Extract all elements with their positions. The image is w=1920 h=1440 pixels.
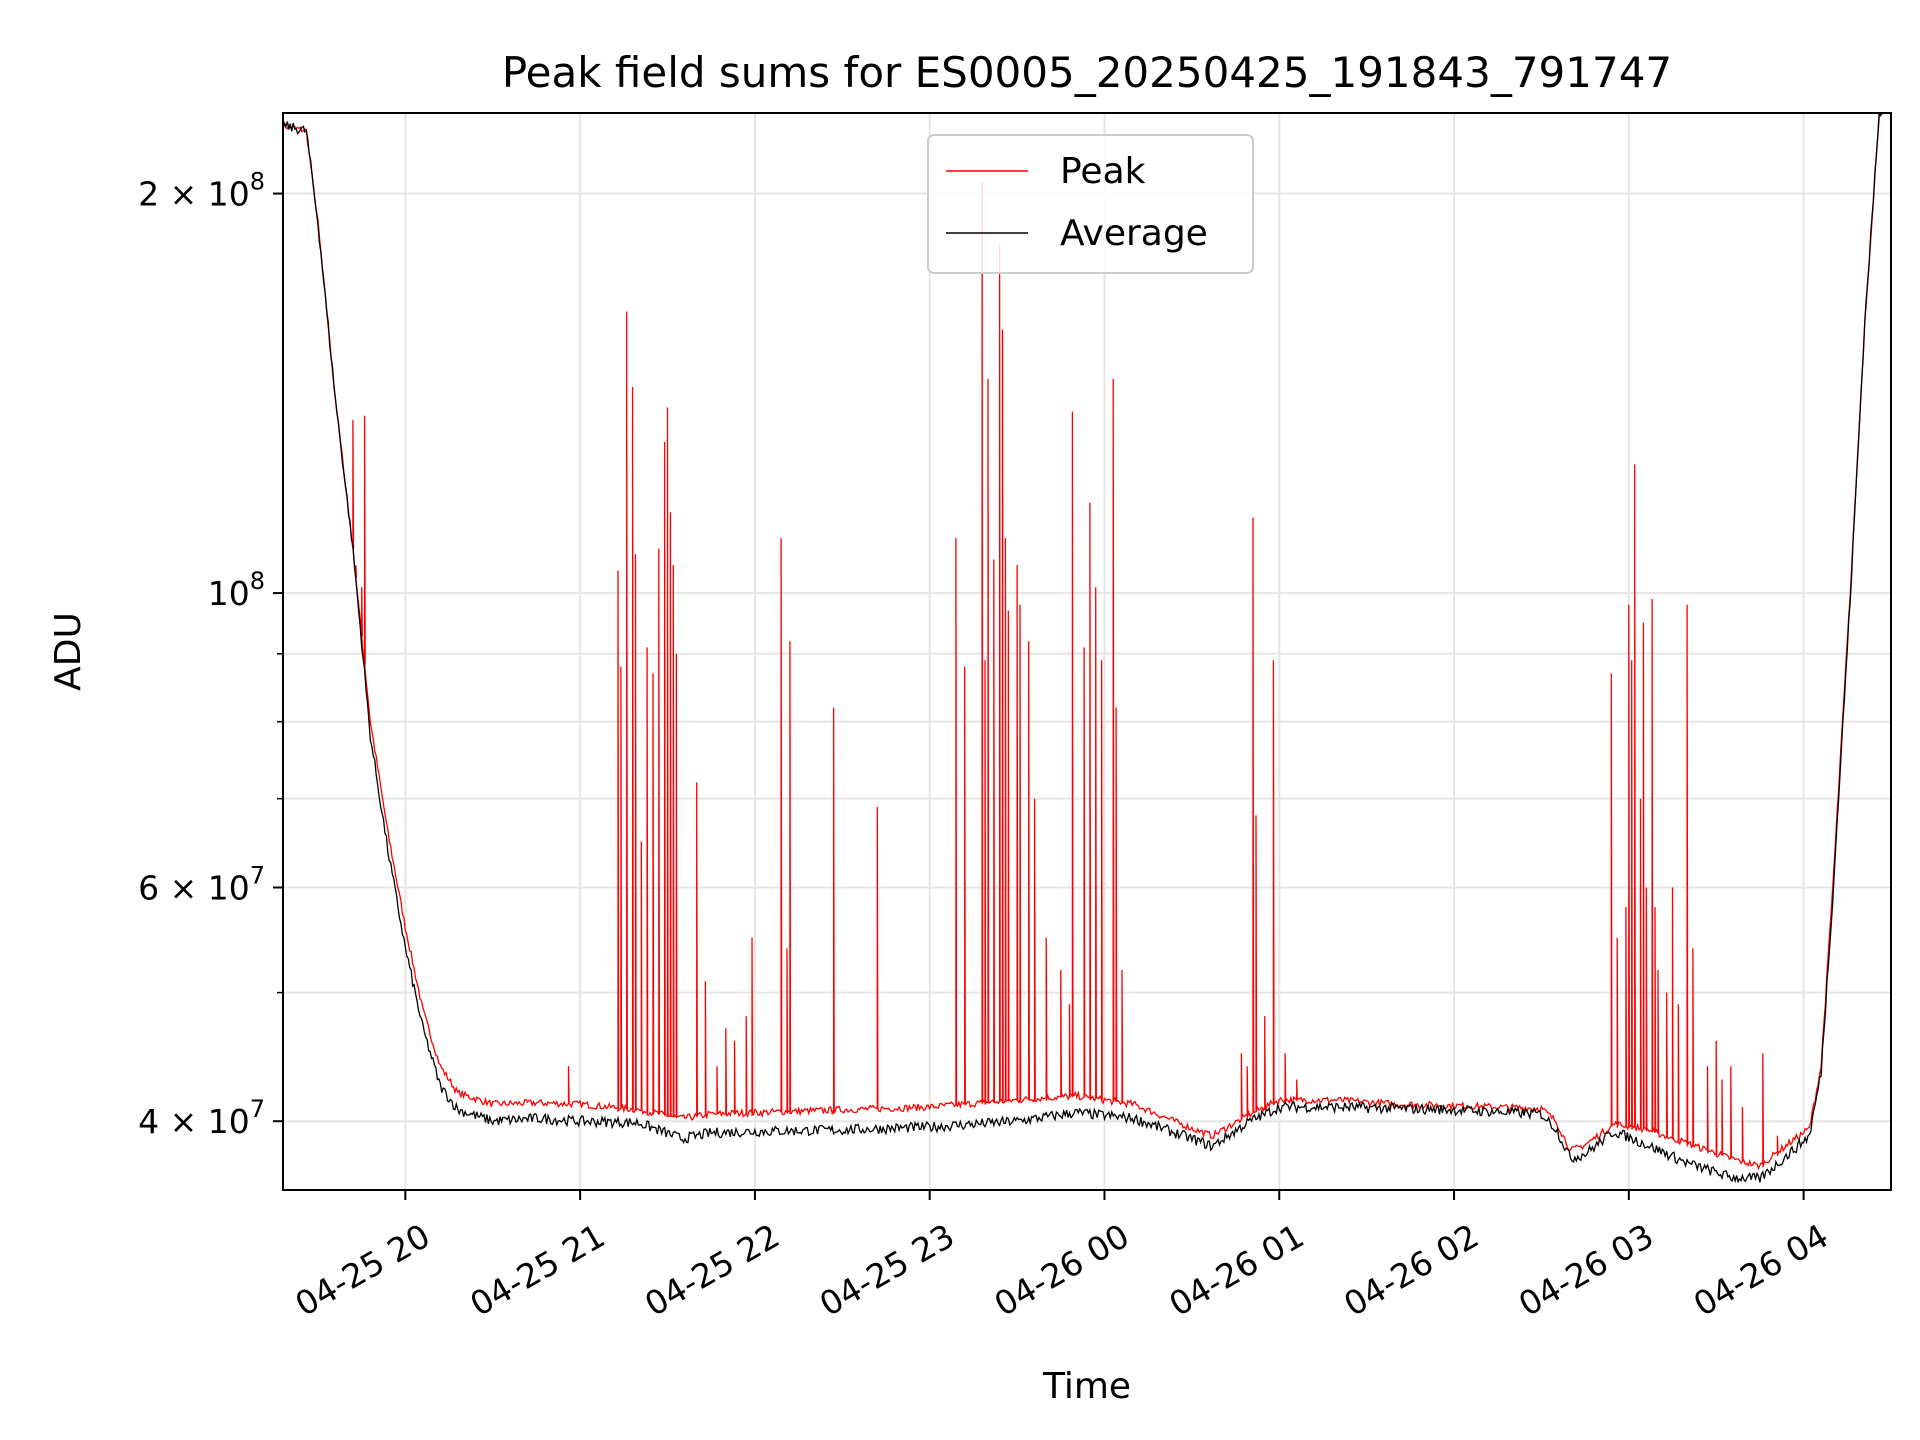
legend-frame [927,134,1254,274]
y-tick-label: 2 × 108 [138,168,265,214]
grid [283,113,1891,1190]
y-tick-exponent: 7 [250,1095,265,1123]
y-tick-label: 4 × 107 [138,1095,265,1141]
y-tick-label: 6 × 107 [138,862,265,908]
series-layer [283,113,1883,1184]
y-tick-exponent: 8 [250,168,265,196]
y-tick-exponent: 8 [250,567,265,595]
legend-label-average: Average [1060,213,1208,254]
series-line-average [283,113,1883,1184]
legend-label-peak: Peak [1060,151,1146,192]
series-line-peak [283,113,1883,1171]
y-tick-mantissa: 10 [208,574,250,613]
y-tick-mantissa: 4 × 10 [138,1102,250,1141]
y-tick-label: 108 [208,567,265,613]
y-tick-exponent: 7 [250,862,265,890]
x-axis-title: Time [1042,1366,1131,1407]
legend: Peak Average [927,134,1254,274]
chart-title: Peak field sums for ES0005_20250425_1918… [502,48,1672,97]
y-axis-title: ADU [48,612,89,691]
plot-frame [282,112,1892,1191]
y-tick-mantissa: 6 × 10 [138,869,250,908]
y-tick-mantissa: 2 × 10 [138,175,250,214]
